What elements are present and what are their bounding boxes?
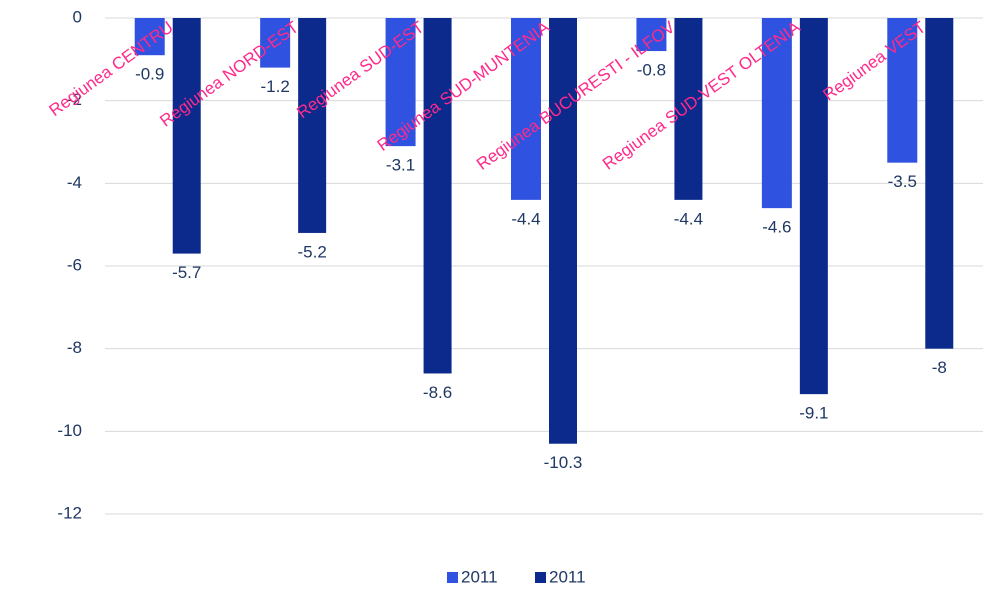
data-label: -0.9 [135,65,164,84]
data-label: -3.5 [888,172,917,191]
bar [423,18,452,374]
bar [925,18,954,349]
data-label: -4.6 [762,218,791,237]
y-tick-label: -12 [57,503,82,522]
bar [260,18,291,68]
y-tick-label: -2 [67,90,82,109]
y-tick-label: -10 [57,421,82,440]
bar [799,18,828,395]
y-tick-label: -8 [67,338,82,357]
legend-swatch [447,572,458,583]
bar [298,18,327,233]
bar [385,18,416,147]
y-tick-label: -4 [67,173,82,192]
bar [549,18,577,444]
data-label: -4.4 [674,209,703,228]
y-tick-label: -6 [67,255,82,274]
data-label: -9.1 [799,404,828,423]
data-label: -5.7 [172,263,201,282]
bar [887,18,918,163]
bar [674,18,703,200]
data-label: -1.2 [260,77,289,96]
legend-swatch [535,572,546,583]
data-label: -4.4 [511,209,540,228]
y-tick-label: 0 [73,7,82,26]
legend-label: 2011 [549,567,586,586]
legend-label: 2011 [461,567,498,586]
bar [511,18,541,200]
data-label: -8.6 [423,383,452,402]
data-label: -10.3 [544,453,583,472]
bar [761,18,792,209]
bar [636,18,667,52]
data-label: -0.8 [637,61,666,80]
bar [134,18,165,56]
bar [172,18,201,254]
data-label: -8 [932,358,947,377]
data-label: -5.2 [297,242,326,261]
data-label: -3.1 [386,156,415,175]
